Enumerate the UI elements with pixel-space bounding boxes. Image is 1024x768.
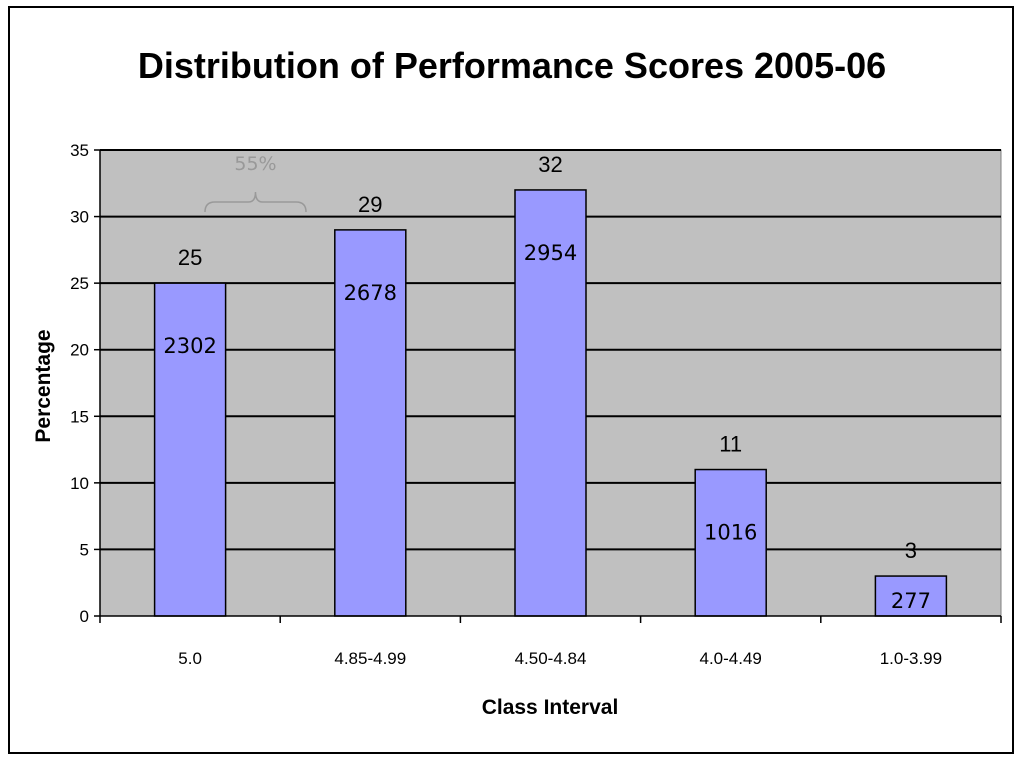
x-axis-title: Class Interval: [482, 696, 619, 719]
bars: 25 2302 29 2678 32 2954 11 1016 3 277: [153, 152, 948, 617]
value-label: 32: [538, 152, 562, 177]
y-tick-label: 20: [70, 341, 89, 360]
value-label: 25: [178, 245, 202, 270]
y-axis-title: Percentage: [32, 329, 55, 442]
x-tick-label: 4.0-4.49: [700, 649, 762, 668]
count-label: 277: [891, 589, 931, 613]
x-tick-label: 1.0-3.99: [880, 649, 942, 668]
count-label: 2678: [344, 281, 397, 305]
x-tick-labels: 5.0 4.85-4.99 4.50-4.84 4.0-4.49 1.0-3.99: [178, 649, 942, 668]
chart-title: Distribution of Performance Scores 2005-…: [138, 45, 886, 86]
y-tick-label: 35: [70, 141, 89, 160]
annotation-label: 55%: [234, 153, 276, 175]
y-tick-label: 0: [80, 607, 89, 626]
count-label: 2954: [524, 241, 577, 265]
y-tick-label: 5: [80, 540, 89, 559]
y-tick-label: 25: [70, 274, 89, 293]
count-label: 2302: [163, 334, 216, 358]
x-tick-label: 5.0: [178, 649, 202, 668]
bracket-path: [204, 191, 307, 213]
bar: [153, 282, 227, 617]
count-label: 1016: [704, 521, 757, 545]
x-tick-label: 4.50-4.84: [515, 649, 587, 668]
y-tick-label: 15: [70, 407, 89, 426]
value-label: 29: [358, 192, 382, 217]
x-tick-label: 4.85-4.99: [334, 649, 406, 668]
value-label: 3: [905, 538, 917, 563]
bar: [694, 468, 767, 617]
axes: [94, 149, 1002, 623]
y-tick-label: 10: [70, 474, 89, 493]
bracket-annotation: 55%: [204, 153, 307, 213]
bar: [514, 189, 587, 617]
value-label: 11: [719, 432, 742, 457]
y-tick-label: 30: [70, 208, 89, 227]
y-tick-labels: 0 5 10 15 20 25 30 35: [70, 141, 89, 626]
